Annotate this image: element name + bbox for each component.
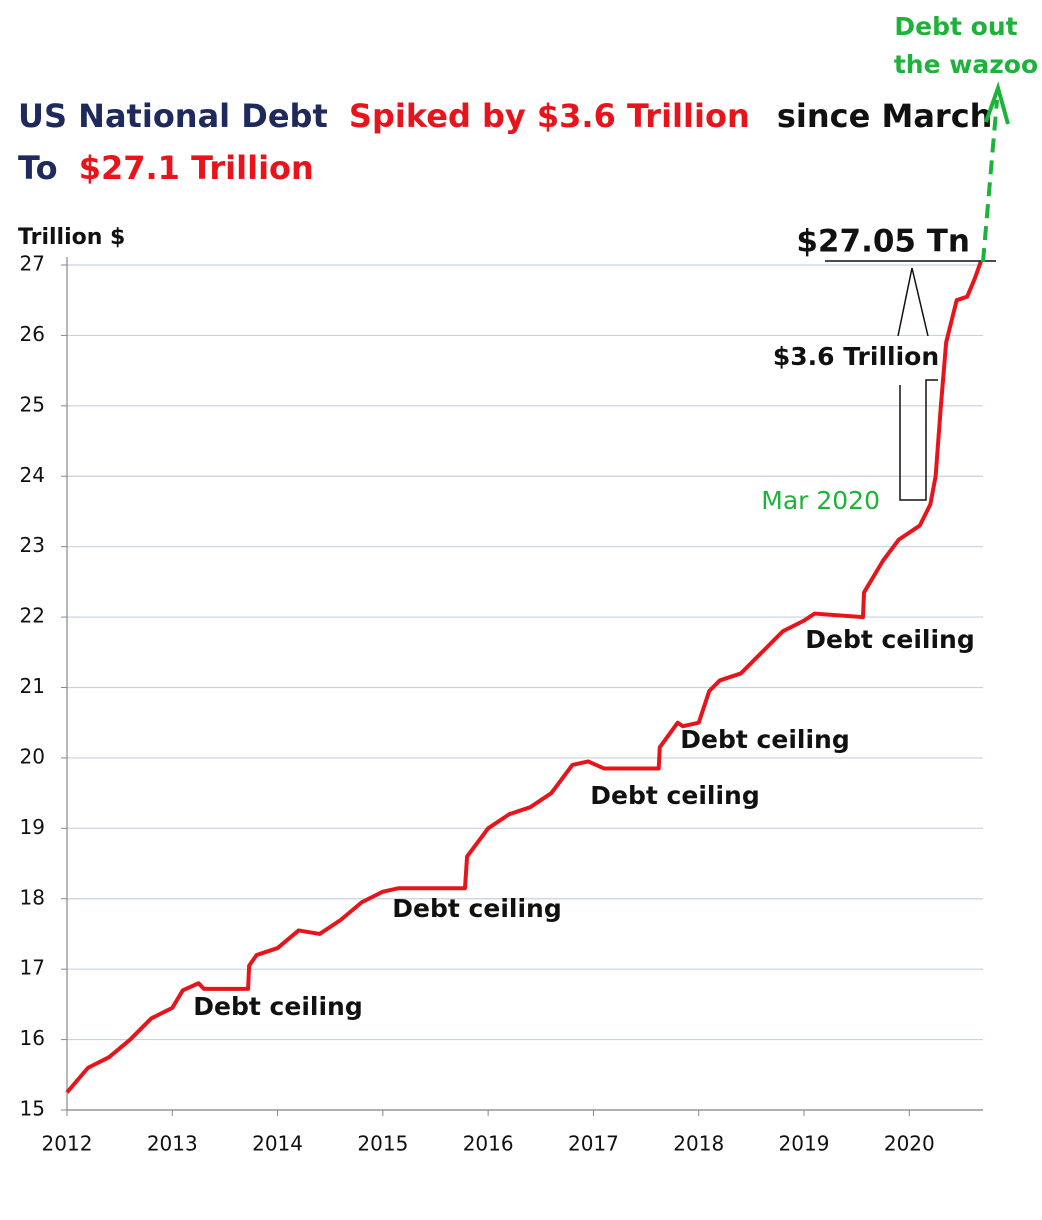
title-part: since March: [777, 97, 993, 135]
chart-title: To $27.1 Trillion: [18, 149, 314, 187]
annotation: Debt out: [894, 12, 1017, 41]
y-tick-label: 17: [20, 956, 45, 980]
y-tick-label: 20: [20, 744, 45, 768]
annotation: $3.6 Trillion: [773, 342, 939, 371]
annotation: Debt ceiling: [193, 992, 362, 1021]
annotation: Debt ceiling: [590, 781, 759, 810]
annotation: Debt ceiling: [805, 625, 974, 654]
x-tick-label: 2012: [42, 1132, 93, 1156]
y-tick-label: 24: [20, 463, 45, 487]
x-tick-label: 2018: [673, 1132, 724, 1156]
y-tick-label: 19: [20, 815, 45, 839]
y-tick-label: 21: [20, 674, 45, 698]
annotation: $27.05 Tn: [796, 224, 970, 260]
y-tick-label: 23: [20, 533, 45, 557]
y-tick-label: 27: [20, 252, 45, 276]
title-part: Spiked by $3.6 Trillion: [349, 97, 750, 135]
y-tick-label: 26: [20, 322, 45, 346]
annotation: the wazoo: [894, 50, 1038, 79]
title-part: To: [18, 149, 58, 187]
annotation: Debt ceiling: [680, 725, 849, 754]
title-part: $27.1 Trillion: [79, 149, 314, 187]
x-tick-label: 2016: [463, 1132, 514, 1156]
y-tick-label: 15: [20, 1097, 45, 1121]
x-tick-label: 2019: [779, 1132, 830, 1156]
y-tick-label: 25: [20, 392, 45, 416]
x-tick-label: 2020: [884, 1132, 935, 1156]
title-part: US National Debt: [18, 97, 328, 135]
y-axis-label: Trillion $: [18, 225, 125, 250]
chart-title: US National Debt Spiked by $3.6 Trillion…: [18, 97, 992, 135]
wazoo-arrowhead: [984, 81, 1010, 125]
x-tick-label: 2013: [147, 1132, 198, 1156]
y-tick-label: 18: [20, 885, 45, 909]
x-tick-label: 2017: [568, 1132, 619, 1156]
plot: 15 16 17 18 19 20 21 22 23 24 25 26 27 2012 2013 2014 20…: [20, 252, 983, 1156]
x-tick-label: 2015: [357, 1132, 408, 1156]
debt-line: [65, 260, 983, 1094]
x-tick-label: 2014: [252, 1132, 303, 1156]
annotation: Mar 2020: [761, 486, 880, 515]
annotation: Debt ceiling: [392, 894, 561, 923]
wazoo-arrow: [981, 99, 999, 263]
y-tick-label: 22: [20, 604, 45, 628]
y-tick-label: 16: [20, 1026, 45, 1050]
annotation-arrow: [897, 267, 938, 501]
